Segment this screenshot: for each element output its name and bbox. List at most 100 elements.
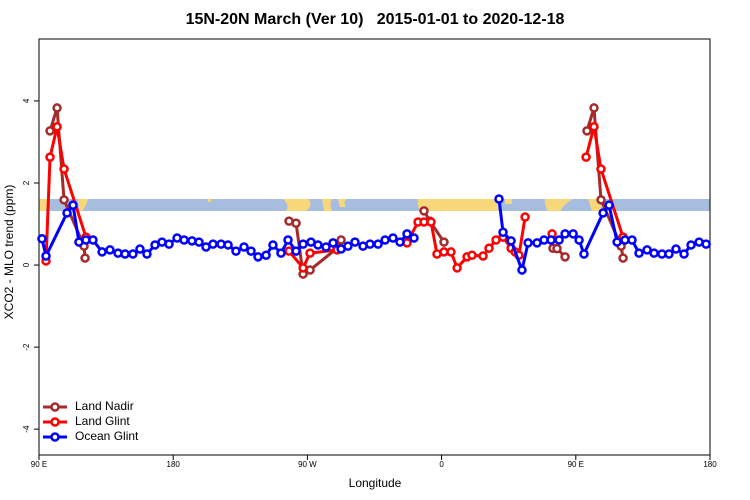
point: [478, 251, 488, 261]
point: [523, 238, 533, 248]
point: [305, 248, 315, 258]
legend-marker: [50, 417, 60, 427]
point: [546, 235, 556, 245]
point: [582, 126, 592, 136]
point: [596, 164, 606, 174]
point: [336, 235, 346, 245]
point: [268, 240, 278, 250]
point: [261, 250, 271, 260]
point: [618, 253, 628, 263]
point: [45, 152, 55, 162]
point: [120, 249, 130, 259]
point: [276, 248, 286, 258]
point: [298, 263, 308, 273]
point: [589, 122, 599, 132]
point: [313, 240, 323, 250]
point: [581, 152, 591, 162]
point: [568, 229, 578, 239]
plot-frame: [38, 38, 711, 456]
point: [506, 236, 516, 246]
point: [37, 234, 47, 244]
point: [164, 239, 174, 249]
point: [596, 195, 606, 205]
point: [554, 235, 564, 245]
point: [343, 241, 353, 251]
legend-marker: [50, 432, 60, 442]
x-tick-label: 180: [167, 460, 181, 469]
point: [671, 244, 681, 254]
x-tick-label: 180: [703, 460, 717, 469]
point: [231, 246, 241, 256]
point: [41, 251, 51, 261]
point: [62, 208, 72, 218]
point: [517, 265, 527, 275]
point: [105, 245, 115, 255]
point: [350, 237, 360, 247]
point: [604, 200, 614, 210]
point: [579, 249, 589, 259]
point: [494, 194, 504, 204]
point: [208, 239, 218, 249]
point: [560, 229, 570, 239]
point: [291, 218, 301, 228]
point: [88, 235, 98, 245]
point: [128, 249, 138, 259]
map-land: [39, 199, 606, 211]
point: [52, 103, 62, 113]
point: [328, 238, 338, 248]
point: [612, 237, 622, 247]
point: [419, 206, 429, 216]
y-tick-label: 0: [22, 262, 31, 267]
point: [246, 246, 256, 256]
point: [97, 247, 107, 257]
legend-marker: [50, 402, 60, 412]
point: [80, 253, 90, 263]
point: [135, 244, 145, 254]
legend-label: Land Glint: [75, 414, 130, 428]
y-axis-label: XCO2 - MLO trend (ppm): [2, 185, 16, 320]
legend-label: Land Nadir: [75, 399, 134, 413]
point: [409, 233, 419, 243]
point: [446, 247, 456, 257]
point: [68, 200, 78, 210]
point: [223, 240, 233, 250]
point: [239, 242, 249, 252]
point: [365, 239, 375, 249]
point: [291, 246, 301, 256]
point: [45, 126, 55, 136]
point: [560, 252, 570, 262]
point: [598, 208, 608, 218]
point: [253, 252, 263, 262]
point: [59, 195, 69, 205]
point: [642, 245, 652, 255]
point: [574, 235, 584, 245]
point: [142, 249, 152, 259]
point: [627, 235, 637, 245]
x-tick-label: 0: [439, 460, 444, 469]
point: [321, 242, 331, 252]
x-axis-label: Longitude: [349, 476, 402, 490]
point: [634, 248, 644, 258]
point: [467, 250, 477, 260]
point: [664, 249, 674, 259]
point: [498, 227, 508, 237]
point: [194, 237, 204, 247]
point: [52, 122, 62, 132]
point: [679, 249, 689, 259]
point: [452, 263, 462, 273]
point: [402, 229, 412, 239]
point: [484, 243, 494, 253]
y-tick-label: -4: [22, 425, 31, 433]
point: [373, 239, 383, 249]
point: [520, 212, 530, 222]
point: [649, 248, 659, 258]
point: [298, 239, 308, 249]
x-tick-label: 90 E: [31, 460, 47, 469]
point: [439, 237, 449, 247]
point: [283, 235, 293, 245]
x-tick-label: 90 E: [568, 460, 584, 469]
point: [388, 233, 398, 243]
y-tick-label: -2: [22, 343, 31, 351]
point: [686, 240, 696, 250]
